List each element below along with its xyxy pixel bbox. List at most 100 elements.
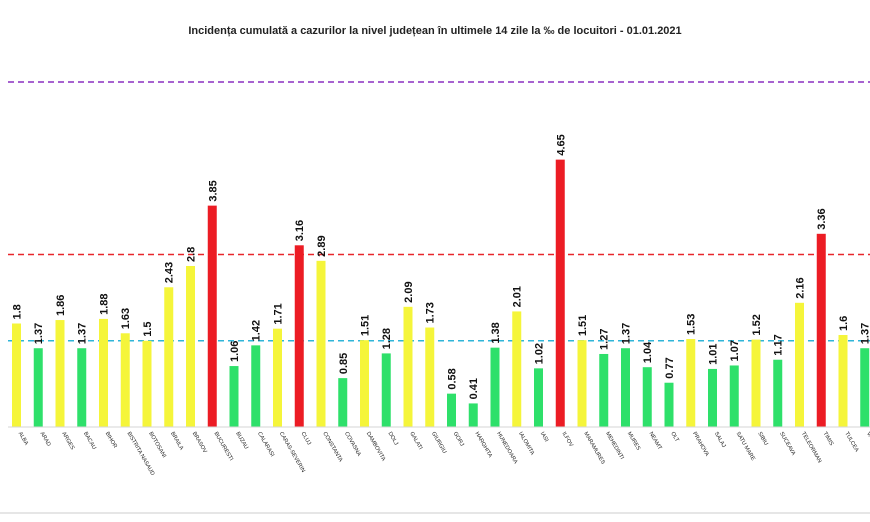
- category-label-0: ALBA: [17, 431, 29, 447]
- value-label-38: 1.6: [838, 316, 850, 331]
- value-label-36: 2.16: [795, 277, 807, 298]
- bar-18: [403, 306, 413, 427]
- bar-24: [534, 368, 543, 427]
- category-labels: ALBA ARAD ARGES BACAU BIHOR BISTRITA NASAUDBO…: [17, 431, 870, 477]
- value-label-39: 1.37: [860, 323, 870, 344]
- category-label-33: SATU MARE: [735, 431, 756, 462]
- category-label-3: BACAU: [82, 431, 97, 451]
- bar-5: [120, 333, 130, 427]
- value-label-4: 1.88: [99, 293, 111, 314]
- category-label-34: SIBIU: [756, 431, 769, 447]
- threshold-lines: [8, 81, 870, 342]
- category-label-38: TULCEA: [843, 431, 859, 453]
- category-label-7: BRAILA: [169, 431, 184, 451]
- value-label-23: 2.01: [512, 286, 524, 307]
- value-label-18: 2.09: [403, 281, 415, 302]
- category-label-27: MEHEDINTI: [604, 431, 625, 461]
- category-label-6: BOTOSANI: [147, 431, 167, 459]
- value-label-0: 1.8: [12, 304, 24, 319]
- value-label-12: 1.71: [273, 303, 285, 324]
- value-label-30: 0.77: [664, 357, 676, 378]
- category-label-23: IALOMITA: [517, 431, 535, 456]
- value-label-24: 1.02: [534, 343, 546, 364]
- value-label-22: 1.38: [490, 322, 502, 343]
- category-label-26: MARAMURES: [582, 431, 606, 466]
- bar-15: [338, 378, 348, 427]
- bar-22: [490, 347, 500, 427]
- bar-14: [316, 260, 326, 427]
- bar-34: [751, 339, 761, 427]
- category-label-28: MURES: [626, 431, 641, 452]
- category-label-37: TIMIS: [822, 431, 835, 447]
- bar-9: [207, 205, 217, 427]
- value-label-33: 1.07: [729, 340, 741, 361]
- value-label-19: 1.73: [425, 302, 437, 323]
- category-label-36: TELEORMAN: [800, 431, 823, 464]
- category-label-24: IASI: [539, 431, 550, 444]
- value-label-9: 3.85: [207, 180, 219, 201]
- bar-0: [12, 323, 21, 427]
- value-label-10: 1.06: [229, 341, 241, 362]
- value-label-3: 1.37: [77, 323, 89, 344]
- category-label-19: GIURGIU: [430, 431, 447, 455]
- bars: [12, 159, 870, 427]
- bar-30: [664, 382, 674, 427]
- category-label-17: DOLJ: [387, 431, 399, 447]
- value-label-13: 3.16: [294, 220, 306, 241]
- bar-27: [599, 353, 609, 427]
- bar-10: [229, 366, 239, 427]
- value-label-7: 2.43: [164, 262, 176, 283]
- category-label-4: BIHOR: [104, 431, 118, 449]
- value-label-20: 0.58: [447, 368, 459, 389]
- category-label-22: HUNEDOARA: [495, 431, 518, 465]
- bar-31: [686, 339, 696, 427]
- chart-title: Incidența cumulată a cazurilor la nivel …: [188, 25, 682, 37]
- bar-3: [77, 348, 87, 427]
- bar-7: [164, 287, 174, 427]
- category-label-8: BRASOV: [191, 431, 208, 454]
- category-label-11: CALARASI: [256, 431, 275, 458]
- value-label-29: 1.04: [642, 341, 654, 363]
- value-label-34: 1.52: [751, 314, 763, 335]
- value-label-16: 1.51: [360, 315, 372, 336]
- value-label-26: 1.51: [577, 315, 589, 336]
- bar-37: [816, 233, 826, 427]
- category-label-39: VALCEA: [865, 431, 870, 453]
- bar-33: [729, 365, 739, 427]
- bar-6: [142, 340, 152, 427]
- value-label-25: 4.65: [555, 134, 567, 155]
- category-label-13: CLUJ: [300, 431, 312, 446]
- bar-28: [621, 348, 630, 427]
- bar-12: [273, 328, 282, 427]
- value-label-5: 1.63: [120, 308, 132, 329]
- category-label-21: HARGHITA: [474, 431, 494, 459]
- value-label-32: 1.01: [708, 344, 720, 365]
- bar-39: [860, 348, 870, 427]
- value-label-8: 2.8: [186, 247, 198, 262]
- value-label-11: 1.42: [251, 320, 263, 341]
- bar-20: [447, 393, 456, 427]
- category-label-30: OLT: [669, 431, 680, 444]
- bar-2: [55, 320, 65, 427]
- category-label-2: ARGES: [60, 431, 75, 451]
- value-labels: 1.8 1.37 1.86 1.37 1.88 1.63 1.5 2.43 2.8 3.85 1.0…: [12, 134, 870, 399]
- category-label-1: ARAD: [39, 431, 52, 447]
- category-label-32: SALAJ: [713, 431, 727, 449]
- bar-13: [294, 245, 304, 427]
- category-label-15: COVASNA: [343, 431, 362, 458]
- value-label-21: 0.41: [468, 378, 480, 399]
- category-label-20: GORJ: [452, 431, 465, 448]
- bar-11: [251, 345, 261, 427]
- value-label-28: 1.37: [621, 323, 633, 344]
- bar-21: [468, 403, 478, 427]
- category-label-10: BUZAU: [234, 431, 249, 450]
- category-label-14: CONSTANTA: [321, 431, 343, 463]
- bar-32: [708, 368, 717, 427]
- bar-23: [512, 311, 522, 427]
- bar-1: [33, 348, 43, 427]
- value-label-14: 2.89: [316, 235, 328, 256]
- category-label-9: BUCURESTI: [213, 431, 235, 462]
- bar-4: [99, 318, 108, 427]
- value-label-17: 1.28: [381, 328, 393, 349]
